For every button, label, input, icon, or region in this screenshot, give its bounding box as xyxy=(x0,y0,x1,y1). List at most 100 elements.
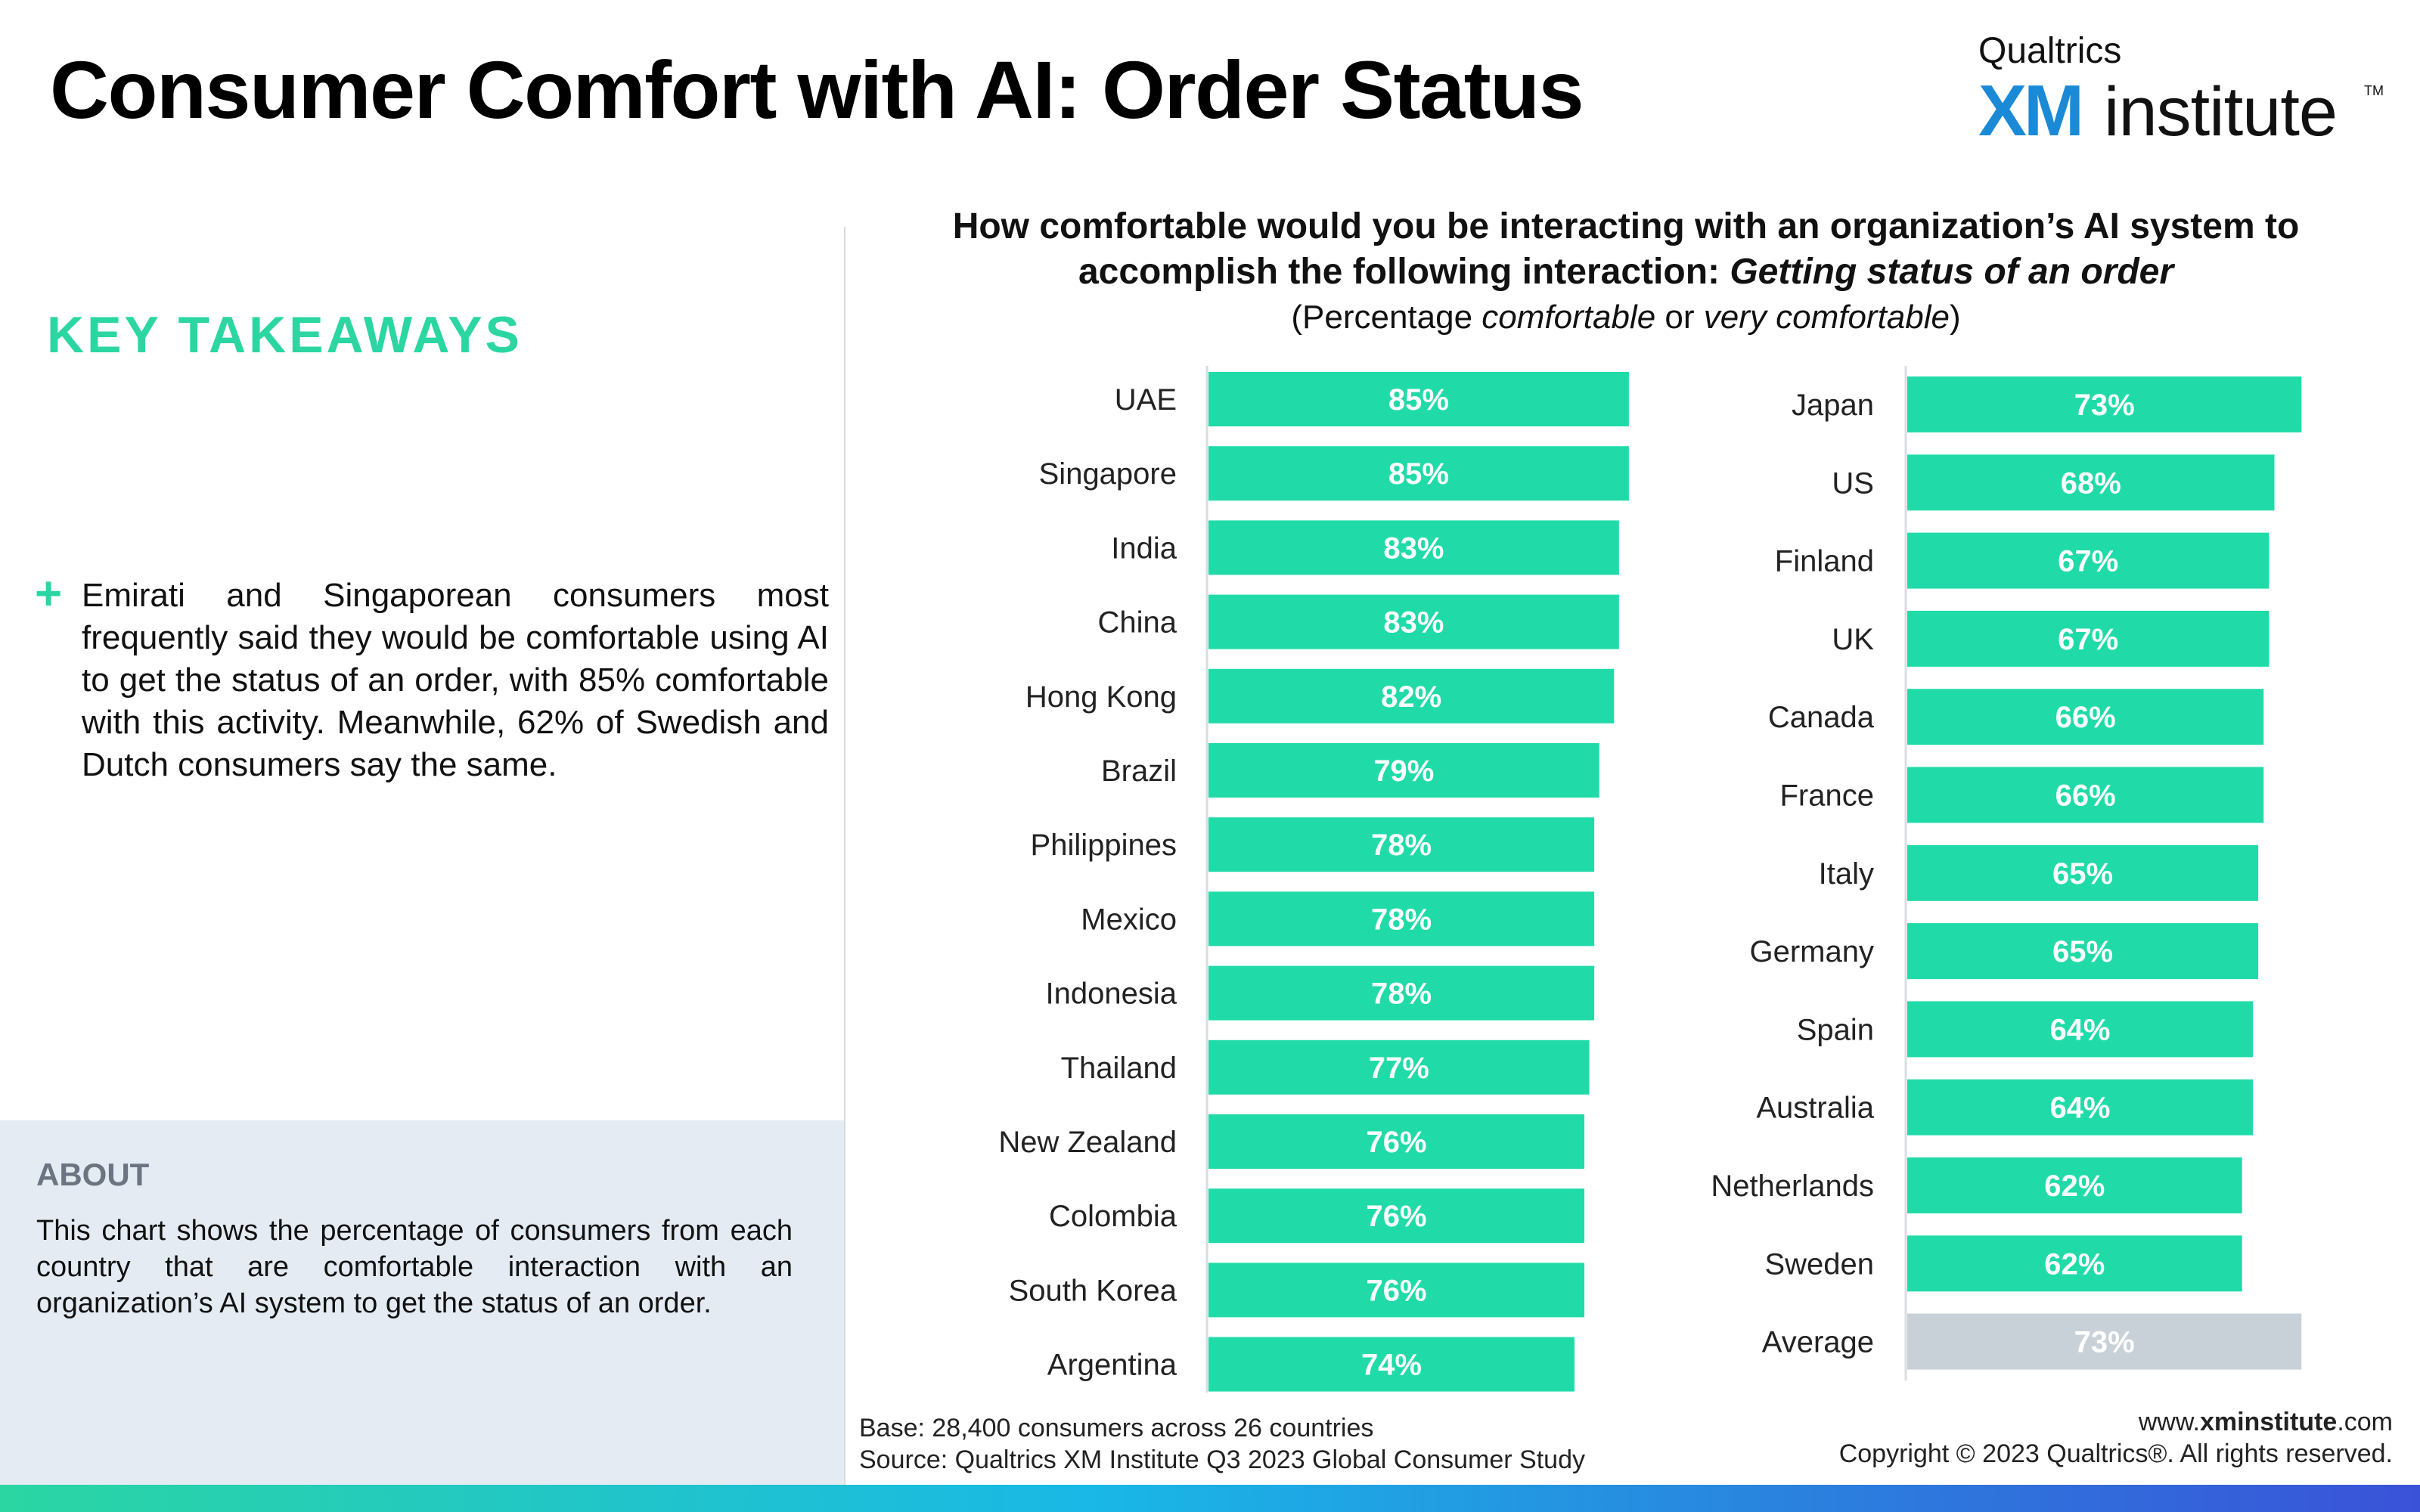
bar-left-3 xyxy=(1208,594,1619,649)
key-takeaways-heading: KEY TAKEAWAYS xyxy=(47,306,523,364)
panel-divider xyxy=(844,227,845,1485)
category-label-right-5: France xyxy=(1780,779,1875,813)
value-label-left-10: 76% xyxy=(1366,1126,1426,1159)
bar-right-0 xyxy=(1907,376,2302,432)
category-label-left-8: Indonesia xyxy=(1046,978,1177,1011)
plus-icon: + xyxy=(35,568,63,620)
subtitle-open: (Percentage xyxy=(1291,299,1482,336)
takeaway-text: Emirati and Singaporean consumers most f… xyxy=(82,577,829,783)
category-label-right-6: Italy xyxy=(1819,857,1874,891)
category-label-left-2: India xyxy=(1111,531,1177,565)
about-box: ABOUT This chart shows the percentage of… xyxy=(0,1120,844,1485)
value-label-right-5: 66% xyxy=(2055,779,2116,813)
category-label-left-12: South Korea xyxy=(1009,1274,1177,1307)
category-label-left-11: Colombia xyxy=(1049,1200,1177,1233)
value-label-left-5: 79% xyxy=(1373,754,1434,788)
website-name: xminstitute xyxy=(2199,1408,2338,1436)
copyright-block: www.xminstitute.com Copyright © 2023 Qua… xyxy=(1839,1406,2393,1470)
value-label-right-9: 64% xyxy=(2049,1092,2110,1125)
logo-trademark: TM xyxy=(2364,83,2384,98)
value-label-left-4: 82% xyxy=(1381,680,1441,714)
bottom-gradient-bar xyxy=(0,1485,2420,1512)
category-label-left-10: New Zealand xyxy=(998,1126,1177,1159)
bar-left-2 xyxy=(1208,520,1619,575)
category-label-right-10: Netherlands xyxy=(1711,1170,1874,1203)
category-label-left-9: Thailand xyxy=(1061,1052,1177,1085)
category-label-left-13: Argentina xyxy=(1047,1349,1177,1382)
bar-right-2 xyxy=(1907,532,2270,589)
value-label-right-0: 73% xyxy=(2074,389,2135,422)
value-label-right-12: 73% xyxy=(2074,1326,2135,1359)
value-label-right-8: 64% xyxy=(2049,1013,2110,1046)
bar-left-13 xyxy=(1208,1337,1575,1392)
bar-left-6 xyxy=(1208,817,1595,872)
category-label-left-4: Hong Kong xyxy=(1025,680,1177,714)
value-label-left-12: 76% xyxy=(1366,1274,1426,1307)
subtitle-comfortable: comfortable xyxy=(1481,299,1656,336)
category-label-left-7: Mexico xyxy=(1081,903,1177,936)
website-prefix: www. xyxy=(2138,1408,2200,1436)
bar-right-8 xyxy=(1907,1001,2253,1058)
value-label-left-0: 85% xyxy=(1388,383,1449,417)
category-label-left-0: UAE xyxy=(1115,383,1177,417)
question-emphasis: Getting status of an order xyxy=(1730,252,2174,292)
category-label-left-3: China xyxy=(1097,606,1177,640)
bar-left-5 xyxy=(1208,743,1599,798)
bar-right-10 xyxy=(1907,1157,2242,1213)
category-label-right-0: Japan xyxy=(1792,389,1874,422)
value-label-left-2: 83% xyxy=(1383,531,1444,565)
bar-left-4 xyxy=(1208,668,1615,723)
bar-left-11 xyxy=(1208,1188,1585,1244)
logo-brand: Qualtrics xyxy=(1978,31,2122,71)
value-label-left-1: 85% xyxy=(1388,457,1449,491)
value-label-right-10: 62% xyxy=(2044,1170,2105,1203)
question-text: How comfortable would you be interacting… xyxy=(952,206,2300,292)
value-label-right-7: 65% xyxy=(2052,935,2113,968)
value-label-right-4: 66% xyxy=(2055,701,2116,734)
bar-right-7 xyxy=(1907,923,2259,980)
chart-subtitle: (Percentage comfortable or very comforta… xyxy=(870,295,2382,340)
category-label-right-2: Finland xyxy=(1775,545,1874,578)
value-label-left-3: 83% xyxy=(1383,606,1444,640)
footnote-source: Source: Qualtrics XM Institute Q3 2023 G… xyxy=(859,1445,1586,1474)
category-label-left-5: Brazil xyxy=(1101,754,1177,788)
category-label-right-4: Canada xyxy=(1768,701,1875,734)
chart-question: How comfortable would you be interacting… xyxy=(870,204,2382,340)
page-title: Consumer Comfort with AI: Order Status xyxy=(50,44,1584,135)
category-label-right-7: Germany xyxy=(1750,935,1875,968)
category-label-right-9: Australia xyxy=(1756,1092,1874,1125)
footnote: Base: 28,400 consumers across 26 countri… xyxy=(859,1412,1585,1476)
logo-institute: institute xyxy=(2104,73,2338,150)
value-label-right-1: 68% xyxy=(2061,466,2121,500)
value-label-right-2: 67% xyxy=(2058,545,2118,578)
about-heading: ABOUT xyxy=(36,1157,150,1192)
value-label-left-11: 76% xyxy=(1366,1200,1426,1233)
subtitle-or: or xyxy=(1655,299,1704,336)
bar-left-1 xyxy=(1208,446,1629,501)
value-label-left-8: 78% xyxy=(1371,978,1432,1011)
bar-left-9 xyxy=(1208,1040,1590,1095)
value-label-left-9: 77% xyxy=(1369,1052,1429,1085)
website-link[interactable]: www.xminstitute.com xyxy=(1839,1406,2393,1438)
bar-left-10 xyxy=(1208,1114,1585,1169)
bar-right-5 xyxy=(1907,767,2264,823)
bar-right-9 xyxy=(1907,1079,2253,1136)
category-label-right-1: US xyxy=(1832,466,1874,500)
bar-right-3 xyxy=(1907,610,2270,667)
bar-right-4 xyxy=(1907,689,2264,745)
value-label-left-6: 78% xyxy=(1371,829,1432,862)
xm-institute-logo: Qualtrics XM institute TM xyxy=(1978,30,2387,151)
left-panel: KEY TAKEAWAYS + Emirati and Singaporean … xyxy=(0,0,845,1512)
bar-right-6 xyxy=(1907,844,2259,901)
category-label-left-6: Philippines xyxy=(1031,829,1177,862)
about-text: This chart shows the percentage of consu… xyxy=(36,1215,793,1319)
value-label-right-11: 62% xyxy=(2044,1247,2105,1281)
website-suffix: .com xyxy=(2337,1408,2393,1436)
value-label-right-6: 65% xyxy=(2052,857,2113,891)
copyright-text: Copyright © 2023 Qualtrics®. All rights … xyxy=(1838,1439,2393,1468)
category-label-left-1: Singapore xyxy=(1039,457,1177,491)
value-label-left-7: 78% xyxy=(1371,903,1432,936)
bar-right-11 xyxy=(1907,1235,2242,1292)
bar-right-1 xyxy=(1907,454,2275,511)
subtitle-close: ) xyxy=(1949,299,1961,336)
